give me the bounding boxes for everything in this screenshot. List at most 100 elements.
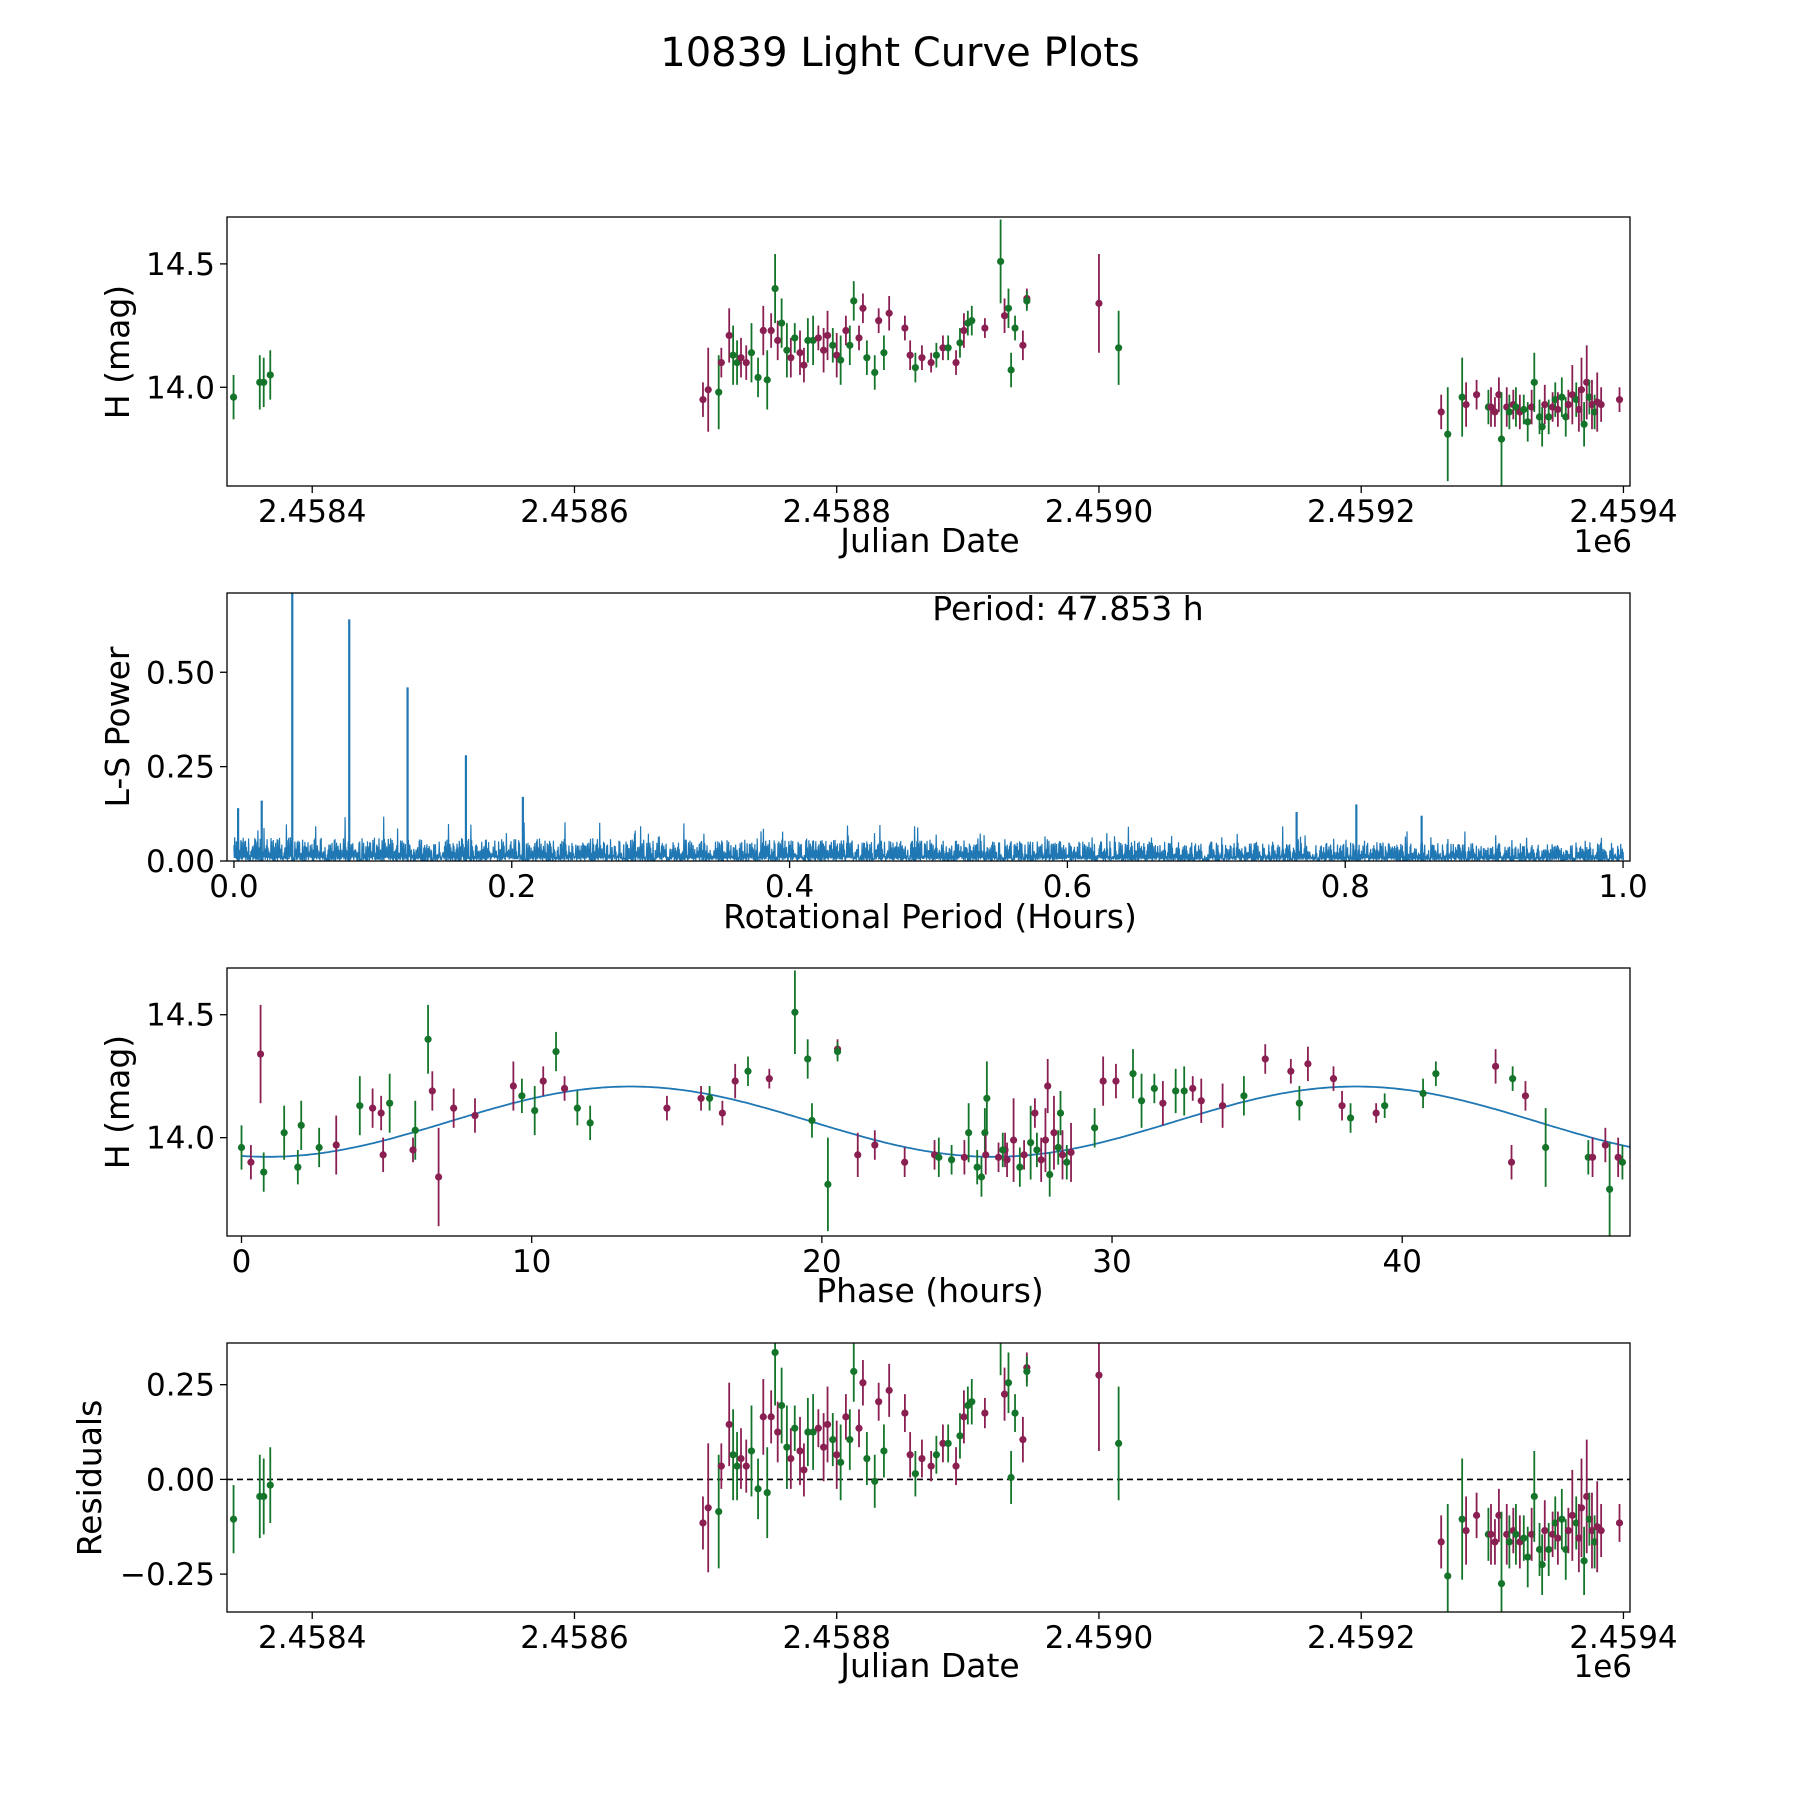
p3-data-point [247,1158,255,1166]
p4-xtick-label: 2.4590 [1045,1620,1153,1656]
p4-residual-point [787,1454,795,1463]
p3-data-point [260,1168,268,1176]
p2-frame [226,592,1631,862]
p4-residual-point [906,1451,914,1459]
p3-data-point [808,1116,816,1125]
p4-residual-point [742,1462,750,1470]
p1-data-point [952,359,960,367]
p1-data-point [880,349,888,357]
p2-ytick-label: 0.50 [146,655,215,691]
p3-data-point [1432,1070,1440,1078]
p4-residual-point [981,1409,989,1417]
p3-data-point [237,1143,246,1152]
p3-data-point [539,1077,547,1085]
p1-data-point [725,331,733,340]
p1-data-point [1004,304,1013,312]
p3-xtick-label: 40 [1382,1244,1421,1280]
p1-xtick-label: 2.4586 [520,494,628,530]
p1-data-point [704,386,712,394]
p3-data-point [1009,1136,1018,1144]
p4-residual-point [729,1451,737,1459]
p4-residual-point [754,1485,762,1493]
p3-data-point [1050,1129,1058,1137]
p1-data-point [1564,400,1572,409]
p3-data-point [1099,1077,1107,1085]
p3-data-point [1180,1087,1188,1095]
p3-data-point [960,1153,968,1161]
p3-data-point [509,1082,517,1090]
p1-xtick-label: 2.4592 [1307,494,1415,530]
p3-data-point [1542,1143,1550,1152]
p4-frame [226,1342,1631,1613]
p3-data-point [531,1107,539,1115]
p1-data-point [1019,341,1027,349]
p4-axes: 2.4584 2.4586 2.4588 2.4590 2.4592 2.4594 −0.2… [120,1342,1678,1656]
p3-data-point [434,1173,443,1181]
p3-data-point [973,1163,981,1171]
p1-offset-label: 1e6 [1573,524,1632,560]
p4-residual-point [952,1462,960,1470]
p1-ylabel: H (mag) [98,285,137,419]
p1-data-point [771,284,779,293]
p4-residual-point [715,1507,723,1516]
p2-xtick-label: 0.0 [209,869,258,905]
p3-data-point [965,1129,973,1137]
p3-data-point [1218,1102,1227,1110]
p3-data-point [294,1163,302,1171]
p4-residual-point [1115,1439,1123,1448]
p4-residual-point [842,1413,850,1421]
p1-data-point [737,354,745,362]
p4-residual-point [1019,1436,1027,1444]
p3-data-point [1044,1082,1052,1090]
p3-xtick-label: 10 [512,1244,551,1280]
figure-title: 10839 Light Curve Plots [660,30,1139,76]
p1-data-point [1505,408,1513,416]
p3-data-point [705,1094,714,1102]
p4-residual-point [1487,1530,1495,1538]
p3-data-point [471,1111,479,1120]
p1-data-point [1541,400,1549,409]
panel-phased: 0 10 20 30 40 14.0 14.5 Phase (hours) H (mag) [98,967,1631,1310]
p3-data-point [1054,1143,1062,1152]
p3-data-point [1067,1148,1075,1157]
p1-data-point [997,257,1005,266]
p4-residual-point [266,1481,274,1489]
p1-data-point [715,388,723,396]
p4-residual-point [717,1462,725,1470]
p3-data-point [1041,1136,1050,1144]
p3-data-point [386,1099,394,1107]
panel-lightcurve: 2.4584 2.4586 2.4588 2.4590 2.4592 2.4594 14.0… [98,216,1678,560]
p4-offset-label: 1e6 [1573,1649,1632,1685]
p4-residual-point [968,1398,976,1406]
p1-frame [226,216,1631,487]
p4-residual-point [1580,1557,1588,1565]
p3-data-point [1601,1141,1609,1149]
p1-data-point [1512,403,1520,411]
p1-data-point [814,334,822,342]
p1-data-point [260,378,268,386]
p3-data-point [1129,1070,1137,1078]
p3-data-point [1507,1158,1516,1166]
p3-data-point [411,1126,419,1134]
p3-data-point [409,1146,417,1154]
p4-residual-point [1520,1534,1528,1542]
p4-residual-point [704,1504,712,1512]
p3-data-point [1419,1089,1427,1097]
p4-residual-point [846,1436,854,1444]
p1-data-point [939,344,947,352]
p3-data-point [982,1151,990,1159]
p4-residual-point [880,1447,888,1455]
p1-data-point [1444,430,1452,438]
p3-xtick-label: 30 [1092,1244,1131,1280]
p1-data-point [968,317,976,325]
p1-xtick-label: 2.4584 [258,494,366,530]
p3-data-point [1329,1075,1338,1083]
p1-data-point [1000,312,1009,320]
p4-residual-point [1545,1545,1553,1554]
p4-residual-point [767,1413,775,1421]
p4-residual-point [791,1424,799,1432]
p1-data-point [1487,403,1495,411]
p3-data-point [297,1121,305,1129]
p1-data-point [837,356,845,364]
